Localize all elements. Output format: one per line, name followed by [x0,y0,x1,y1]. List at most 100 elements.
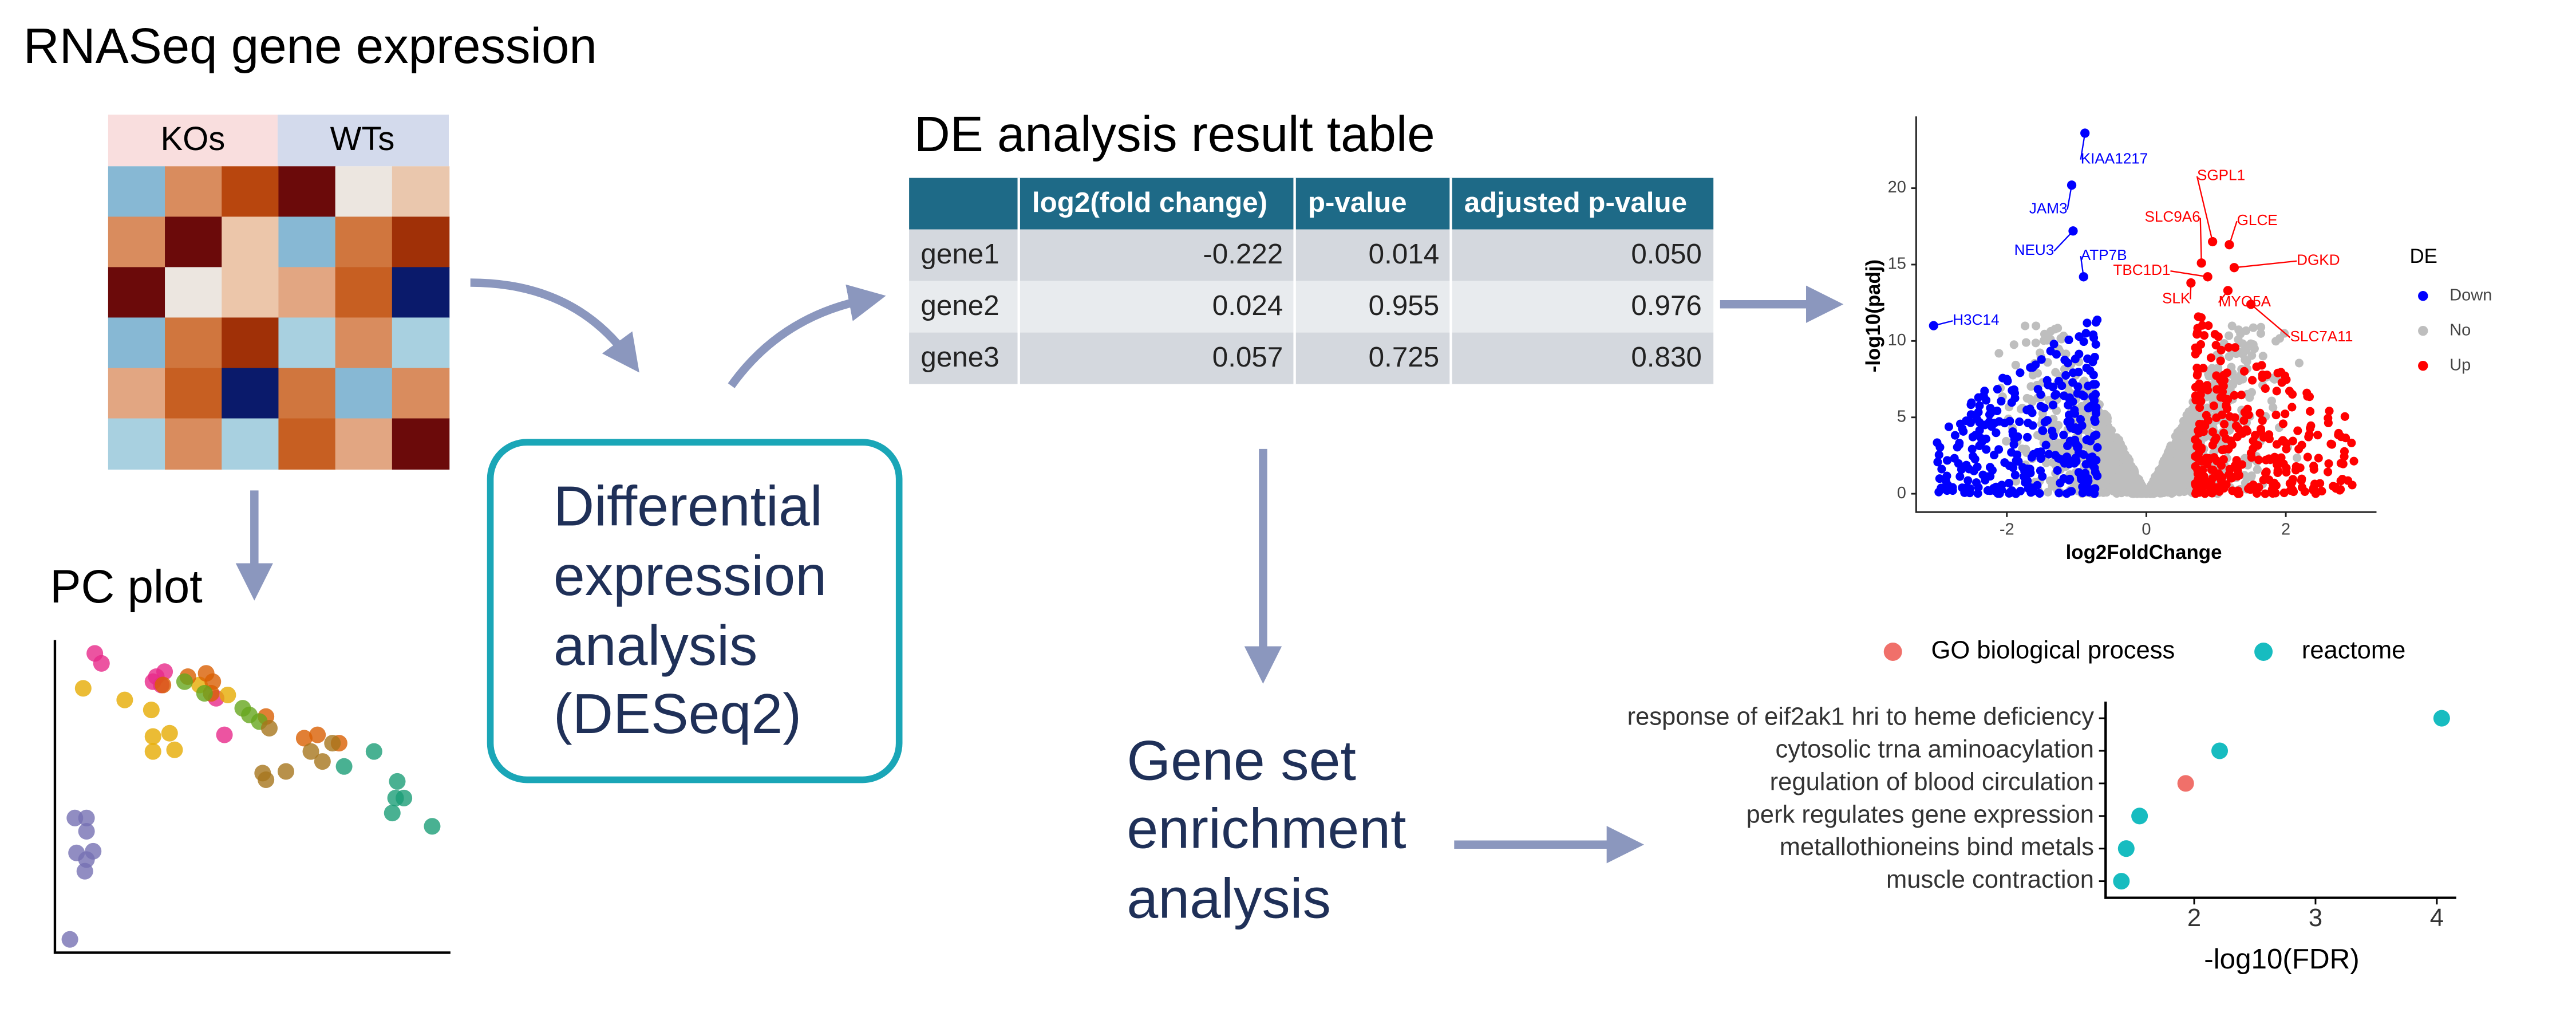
background-point [2267,396,2276,405]
background-point [2049,400,2058,409]
table-value: 0.955 [1369,290,1439,321]
background-point [2053,466,2062,475]
background-point [1986,486,1995,495]
heatmap-cell [278,267,336,318]
background-point [1965,464,1974,474]
pc-plot-axes [53,640,451,954]
background-point [2165,451,2174,460]
heatmap-cell [165,317,223,369]
background-point [2014,457,2023,466]
background-point [2054,420,2063,430]
background-point [1948,483,1957,492]
pc-point [143,702,160,719]
heatmap-cell [222,368,279,419]
background-point [2293,453,2302,463]
background-point [2040,329,2049,338]
gene-name: gene1 [920,238,999,270]
heatmap-cell [278,418,336,470]
dot [2177,775,2194,792]
background-point [1933,458,1942,467]
box-line: analysis [554,614,758,677]
background-point [2273,460,2282,469]
gene-name: gene2 [920,290,999,321]
background-point [2246,482,2255,491]
background-point [2249,323,2258,332]
background-point [2055,489,2064,498]
y-tick-label: 10 [1888,331,1906,349]
background-point [1988,419,1997,428]
background-point [2191,451,2200,461]
pc-point [324,735,341,752]
heatmap-cell [335,368,393,419]
heatmap-cell [392,216,450,268]
background-point [1933,438,1942,447]
label-leader [2199,218,2202,263]
background-point [2231,373,2240,383]
gene-point [2068,226,2078,236]
background-point [1989,450,1999,460]
background-point [2247,351,2257,360]
background-point [2088,392,2097,401]
pc-point [74,680,92,697]
background-point [2183,451,2192,460]
label-leader [2250,304,2291,338]
background-point [2256,329,2265,338]
pc-point [156,663,173,680]
background-point [2073,382,2083,391]
gene-label: KIAA1217 [2081,150,2148,167]
heatmap-cell [335,166,393,218]
heatmap-cell [222,166,279,218]
background-point [2050,391,2060,400]
background-point [2158,466,2167,475]
category-label: response of eif2ak1 hri to heme deficien… [1627,703,2094,731]
background-point [2227,321,2237,330]
gene-point [1929,321,1938,330]
pc-point [93,655,110,672]
background-point [2219,420,2229,429]
background-point [2313,431,2322,440]
background-point [2093,471,2102,481]
background-point [2306,407,2315,416]
background-point [1944,422,1953,431]
background-point [1937,483,1946,493]
pc-point [295,730,313,747]
background-point [2083,318,2092,328]
x-tick-label: 3 [2309,904,2322,932]
background-point [1994,349,2004,358]
gene-name: gene3 [920,341,999,373]
background-point [2169,466,2178,475]
pc-point [76,863,93,880]
background-point [2238,429,2247,438]
background-point [2231,422,2241,431]
background-point [2149,483,2158,492]
pc-point [260,720,278,737]
background-point [2224,342,2233,352]
gene-label: SLC7A11 [2290,328,2353,345]
background-point [2105,437,2114,446]
background-point [2221,434,2231,443]
background-point [1993,385,2002,394]
heatmap-cell [335,216,393,268]
background-point [2064,335,2073,345]
background-point [2282,463,2291,472]
table-value: -0.222 [1203,238,1283,270]
table-title: DE analysis result table [914,107,1435,162]
dot [2211,742,2229,759]
gene-label: ATP7B [2081,246,2127,263]
arrow [728,284,886,388]
background-point [2231,343,2240,352]
pc-point [144,743,161,760]
background-point [1982,445,1991,454]
background-point [2199,364,2208,373]
background-point [2013,450,2022,459]
background-point [2046,346,2055,356]
heatmap-cell [392,418,450,470]
background-point [2050,325,2060,334]
gene-point [2246,300,2256,309]
background-point [2174,431,2183,441]
group-label: KOs [160,120,225,157]
heatmap-cell [392,317,450,369]
dot [2131,808,2148,825]
background-point [2031,338,2040,348]
background-point [2090,463,2099,472]
